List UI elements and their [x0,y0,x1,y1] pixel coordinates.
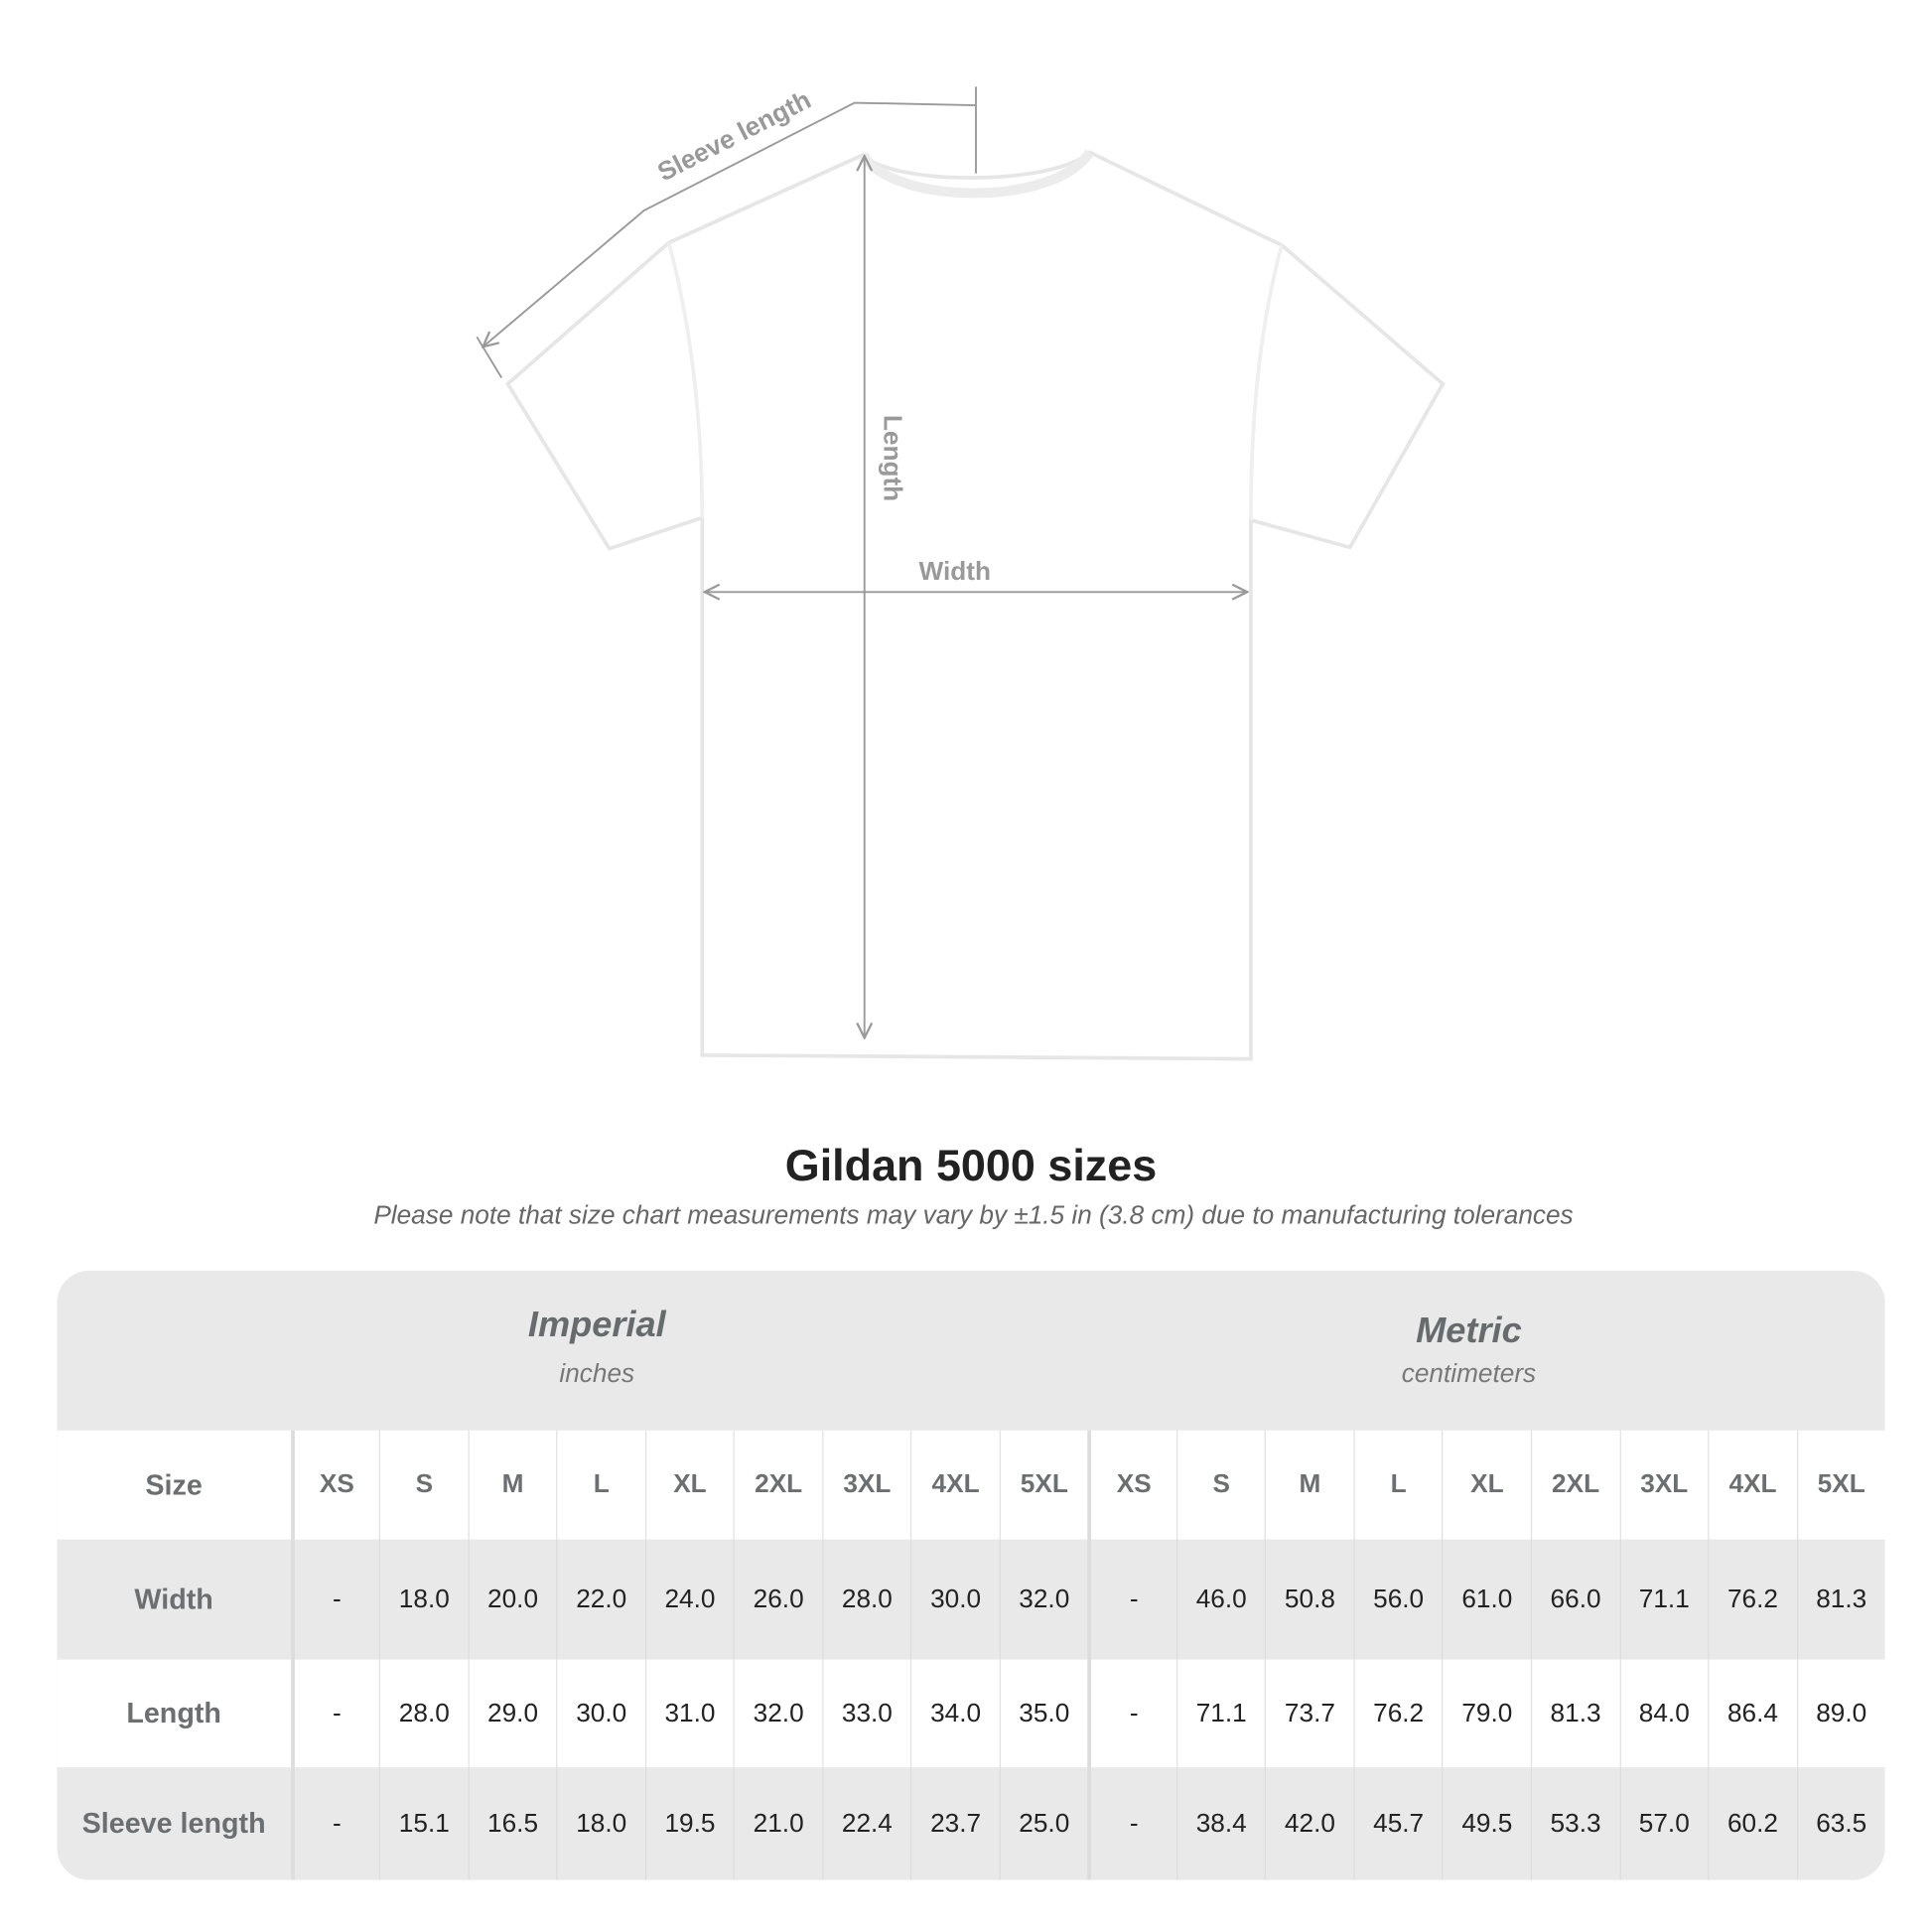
value-cell: 33.0 [822,1659,910,1768]
value-cell: 28.0 [379,1659,468,1768]
value-cell: 23.7 [910,1767,999,1880]
value-cell: 89.0 [1796,1659,1884,1768]
value-cell: 22.4 [822,1767,910,1880]
size-header-cell: L [556,1430,645,1540]
value-cell: 84.0 [1619,1659,1708,1768]
value-cell: 66.0 [1530,1539,1619,1660]
size-header-cell: XL [644,1430,734,1540]
size-header-cell: M [1265,1430,1353,1540]
value-cell: 81.3 [1530,1659,1619,1768]
value-cell: 21.0 [733,1767,822,1880]
value-cell: 60.2 [1708,1767,1796,1880]
value-cell: 32.0 [733,1659,822,1768]
value-cell: 63.5 [1796,1767,1884,1880]
size-header-cell: 4XL [910,1430,999,1540]
value-cell: 31.0 [644,1659,734,1768]
value-cell: 56.0 [1353,1539,1442,1660]
value-cell: 38.4 [1175,1767,1265,1880]
row-label: Sleeve length [81,1807,266,1840]
tolerance-note: Please note that size chart measurements… [373,1201,1574,1230]
size-table: Imperial inches Metric centimeters Size X… [57,1270,1885,1880]
value-cell: 32.0 [999,1539,1088,1660]
value-cell: 42.0 [1265,1767,1353,1880]
value-cell: 76.2 [1708,1539,1796,1660]
value-cell: 45.7 [1353,1767,1442,1880]
value-cell: 71.1 [1175,1659,1265,1768]
value-cell: 71.1 [1619,1539,1708,1660]
value-cell: 86.4 [1708,1659,1796,1768]
size-header-cell: 2XL [1530,1430,1619,1540]
value-cell: 79.0 [1442,1659,1531,1768]
size-header-cell: 5XL [1796,1430,1884,1540]
size-header-row: Size XS S M L XL 2XL 3XL 4XL 5XL XS S M L XL 2XL 3XL 4XL 5… [57,1430,1885,1540]
value-cell: - [290,1767,379,1880]
value-cell: 53.3 [1530,1767,1619,1880]
metric-heading: Metric [1416,1311,1522,1351]
value-cell: 61.0 [1442,1539,1531,1660]
value-cell: 25.0 [999,1767,1088,1880]
value-cell: 35.0 [999,1659,1088,1768]
value-cell: 34.0 [910,1659,999,1768]
size-header-cell: XS [1087,1430,1176,1540]
size-header-cell: XL [1442,1430,1531,1540]
imperial-unit: inches [559,1359,635,1389]
size-header-cell: L [1353,1430,1442,1540]
value-cell: - [1087,1659,1176,1768]
row-label: Width [134,1583,213,1615]
value-cell: 18.0 [379,1539,468,1660]
value-cell: 50.8 [1265,1539,1353,1660]
value-cell: 26.0 [733,1539,822,1660]
size-header-cell: XS [290,1430,379,1540]
value-cell: 29.0 [468,1659,556,1768]
row-label: Length [126,1696,221,1729]
value-cell: 22.0 [556,1539,645,1660]
page-title: Gildan 5000 sizes [784,1139,1158,1190]
value-cell: 16.5 [468,1767,556,1880]
size-header-cell: 5XL [999,1430,1088,1540]
width-label: Width [919,556,991,586]
tshirt-shape [505,150,1446,1061]
sleeve-measure-line [476,86,977,378]
value-cell: 81.3 [1796,1539,1884,1660]
imperial-heading: Imperial [527,1305,666,1345]
value-cell: 18.0 [556,1767,645,1880]
value-cell: 20.0 [468,1539,556,1660]
size-header-cell: S [1175,1430,1265,1540]
value-cell: 15.1 [379,1767,468,1880]
metric-unit: centimeters [1401,1359,1537,1389]
size-header-cell: 3XL [1619,1430,1708,1540]
value-cell: - [1087,1767,1176,1880]
length-label: Length [879,415,908,501]
value-cell: 30.0 [556,1659,645,1768]
value-cell: 30.0 [910,1539,999,1660]
value-cell: 19.5 [644,1767,734,1880]
size-header-cell: 3XL [822,1430,910,1540]
table-row: Sleeve length -15.1 16.5 18.0 19.5 21.0 22.4 23… [57,1767,1884,1880]
value-cell: 28.0 [822,1539,910,1660]
size-header-cell: M [468,1430,556,1540]
value-cell: 76.2 [1353,1659,1442,1768]
value-cell: 57.0 [1619,1767,1708,1880]
value-cell: - [1087,1539,1176,1660]
value-cell: - [290,1539,379,1660]
value-cell: - [290,1659,379,1768]
size-header-cell: 2XL [733,1430,822,1540]
size-header-cell: S [379,1430,468,1540]
value-cell: 46.0 [1175,1539,1265,1660]
table-row: Length -28.0 29.0 30.0 31.0 32.0 33.0 34.0 35.0-… [57,1659,1885,1768]
size-header-cell: 4XL [1708,1430,1796,1540]
table-row: Width -18.0 20.0 22.0 24.0 26.0 28.0 30.0 32.0-4… [57,1539,1884,1660]
tshirt-diagram: Sleeve length Length Width [476,84,1446,1061]
value-cell: 24.0 [644,1539,734,1660]
value-cell: 73.7 [1265,1659,1353,1768]
row-label: Size [145,1467,203,1501]
value-cell: 49.5 [1442,1767,1531,1880]
